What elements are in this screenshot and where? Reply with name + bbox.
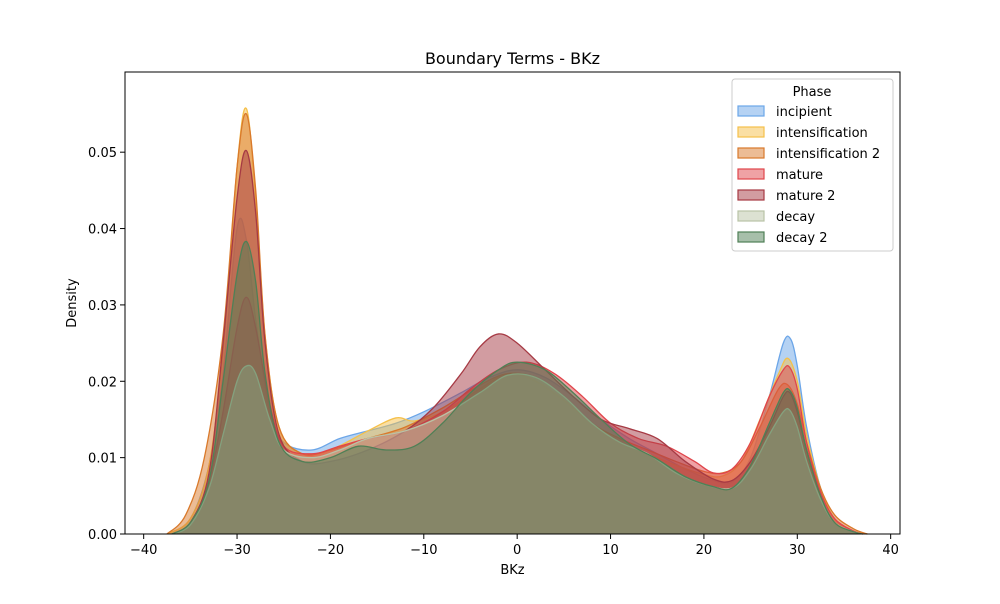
x-tick-label: 20 (696, 543, 713, 558)
legend-item: decay 2 (737, 231, 827, 246)
x-tick-label: −10 (410, 543, 437, 558)
legend-swatch (737, 189, 765, 201)
legend-item: incipient (737, 105, 832, 120)
x-tick-label: 10 (602, 543, 619, 558)
x-tick-label: −40 (130, 543, 157, 558)
legend: Phase incipient intensification intensific… (731, 78, 894, 252)
legend-title: Phase (793, 85, 832, 100)
legend-item: mature (737, 168, 823, 183)
y-tick-label: 0.03 (88, 299, 117, 314)
x-axis-label: BKz (500, 563, 524, 578)
x-axis-ticks: −40 −30 −20 −10 0 10 20 30 40 (130, 534, 899, 558)
y-axis-label: Density (65, 278, 80, 328)
y-tick-label: 0.02 (88, 375, 117, 390)
legend-box (731, 78, 894, 252)
legend-item: intensification 2 (737, 147, 880, 162)
legend-swatch (737, 231, 765, 243)
x-tick-label: 30 (789, 543, 806, 558)
legend-label: mature 2 (776, 189, 835, 204)
y-tick-label: 0.04 (88, 223, 117, 238)
legend-item: intensification (737, 126, 868, 141)
legend-swatch (737, 210, 765, 222)
x-tick-label: −30 (223, 543, 250, 558)
legend-label: incipient (776, 105, 832, 120)
legend-label: decay 2 (776, 231, 827, 246)
legend-item: decay (737, 210, 815, 225)
legend-swatch (737, 105, 765, 117)
legend-swatch (737, 126, 765, 138)
legend-swatch (737, 147, 765, 159)
density-line-decay-2 (171, 240, 863, 535)
series-areas (166, 107, 868, 535)
x-tick-label: 40 (882, 543, 899, 558)
y-tick-label: 0.01 (88, 452, 117, 467)
y-tick-label: 0.05 (88, 146, 117, 161)
y-axis-ticks: 0.00 0.01 0.02 0.03 0.04 0.05 (88, 146, 125, 543)
density-area-decay-2 (171, 241, 863, 534)
legend-swatch (737, 168, 765, 180)
legend-item: mature 2 (737, 189, 835, 204)
chart-title: Boundary Terms - BKz (425, 49, 600, 68)
legend-label: intensification 2 (776, 147, 880, 162)
legend-items: incipient intensification intensification … (737, 105, 880, 246)
legend-label: mature (776, 168, 823, 183)
x-tick-label: 0 (513, 543, 521, 558)
y-tick-label: 0.00 (88, 528, 117, 543)
legend-label: intensification (776, 126, 868, 141)
x-tick-label: −20 (317, 543, 344, 558)
plot-frame (124, 71, 901, 535)
legend-label: decay (776, 210, 815, 225)
